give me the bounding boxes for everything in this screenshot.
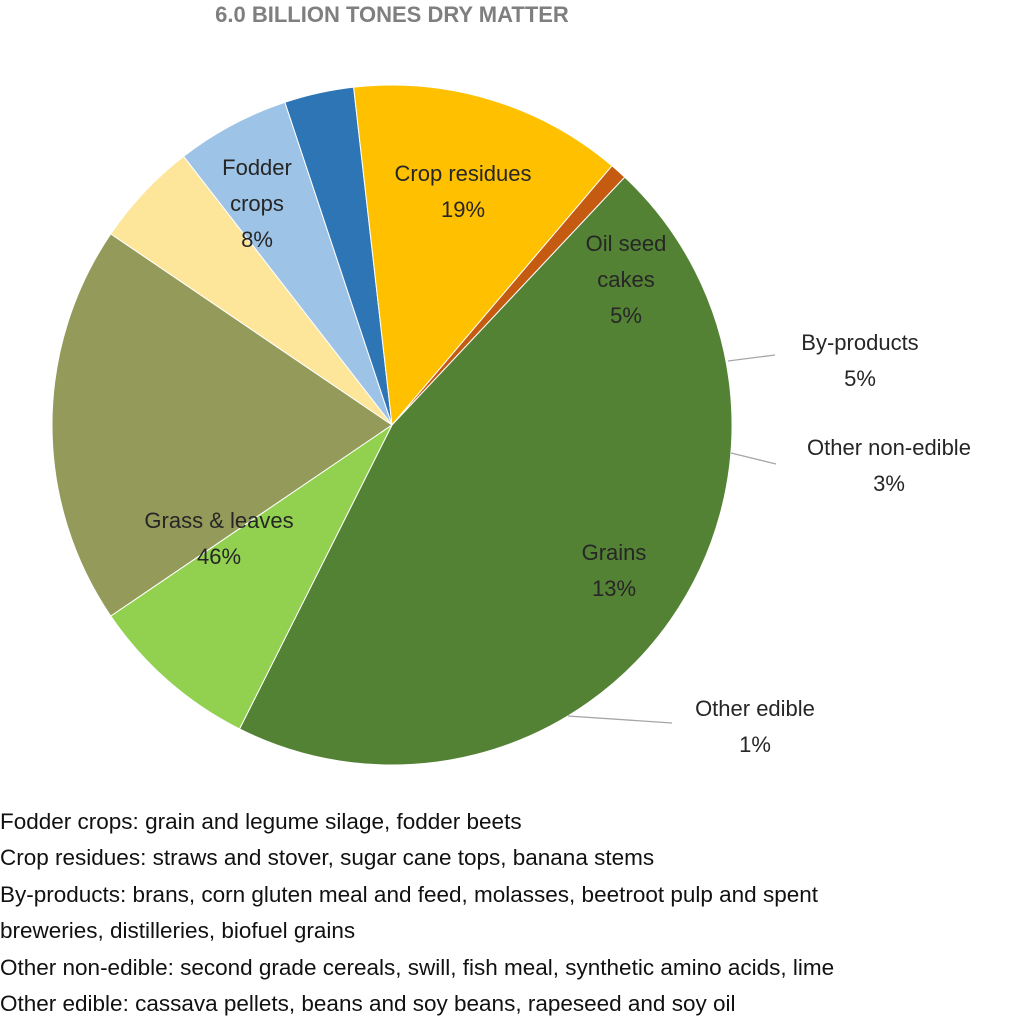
data-label: Other non-edible 3% <box>807 435 971 496</box>
footnote-by-products: By-products: brans, corn gluten meal and… <box>0 881 818 907</box>
pie-slice-grass-leaves <box>238 176 733 766</box>
footnotes: Fodder crops: grain and legume silage, f… <box>0 804 1024 1022</box>
footnote-other-non-edible: Other non-edible: second grade cereals, … <box>0 954 835 980</box>
leader-line <box>567 715 673 724</box>
data-label: By-products 5% <box>801 330 918 391</box>
leader-line <box>730 452 777 465</box>
data-label: Grass & leaves 46% <box>144 508 293 569</box>
leader-line <box>727 354 776 362</box>
pie-slice-crop-residues <box>51 233 393 617</box>
data-label: Fodder crops 8% <box>222 155 292 252</box>
footnote-by-products-cont: breweries, distilleries, biofuel grains <box>0 918 356 944</box>
pie-slice-grains <box>353 84 613 427</box>
chart-title: 6.0 BILLION TONES DRY MATTER <box>215 2 569 27</box>
data-label: Grains 13% <box>582 540 647 601</box>
pie-slice-fodder-crops <box>110 423 394 730</box>
pie-chart: 6.0 BILLION TONES DRY MATTER Crop residu… <box>51 2 971 766</box>
footnote-fodder-crops: Fodder crops: grain and legume silage, f… <box>0 809 522 834</box>
data-label: Other edible 1% <box>695 696 815 757</box>
footnote-crop-residues: Crop residues: straws and stover, sugar … <box>0 845 655 871</box>
data-label: Oil seed cakes 5% <box>586 231 667 328</box>
data-label: Crop residues 19% <box>395 161 532 222</box>
footnote-other-edible: Other edible: cassava pellets, beans and… <box>0 991 736 1017</box>
